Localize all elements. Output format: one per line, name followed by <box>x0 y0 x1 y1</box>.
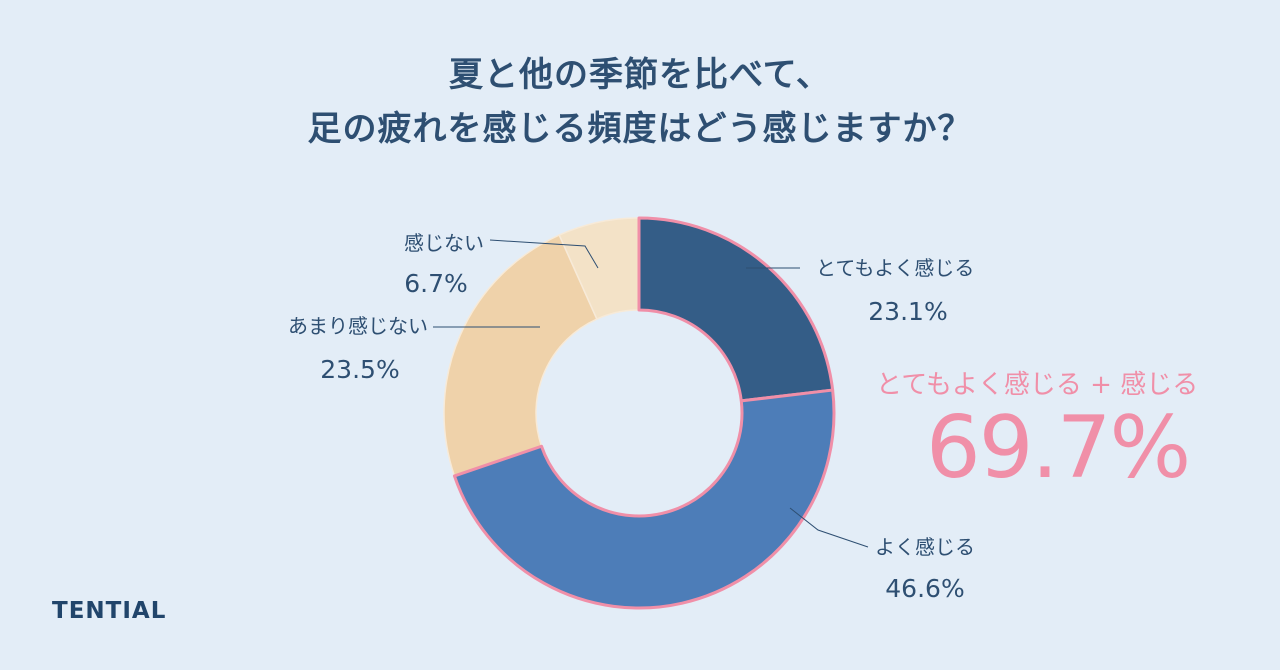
donut-slice-3 <box>443 234 598 477</box>
slice-value-2: 46.6% <box>885 574 964 603</box>
slice-value-4: 6.7% <box>404 269 468 298</box>
slice-label-2: よく感じる <box>875 535 975 559</box>
slice-label-3: あまり感じない <box>288 314 428 338</box>
chart-title-line-1: 夏と他の季節を比べて、 <box>449 55 831 95</box>
leader-line-4 <box>489 239 599 269</box>
leader-line-2 <box>789 507 869 548</box>
donut-slice-2 <box>452 388 836 610</box>
donut-slice-1 <box>637 216 835 403</box>
slice-value-3: 23.5% <box>320 355 399 384</box>
brand-logo: TENTIAL <box>52 598 167 624</box>
slice-value-1: 23.1% <box>868 297 947 326</box>
chart-title: 夏と他の季節を比べて、 足の疲れを感じる頻度はどう感じますか？ <box>0 48 1280 156</box>
slice-label-4: 感じない <box>404 231 484 255</box>
highlight-value: 69.7% <box>926 398 1191 498</box>
chart-title-line-2: 足の疲れを感じる頻度はどう感じますか？ <box>307 109 973 149</box>
slice-label-1: とてもよく感じる <box>816 256 974 280</box>
highlight-label: とてもよく感じる + 感じる <box>876 370 1199 400</box>
